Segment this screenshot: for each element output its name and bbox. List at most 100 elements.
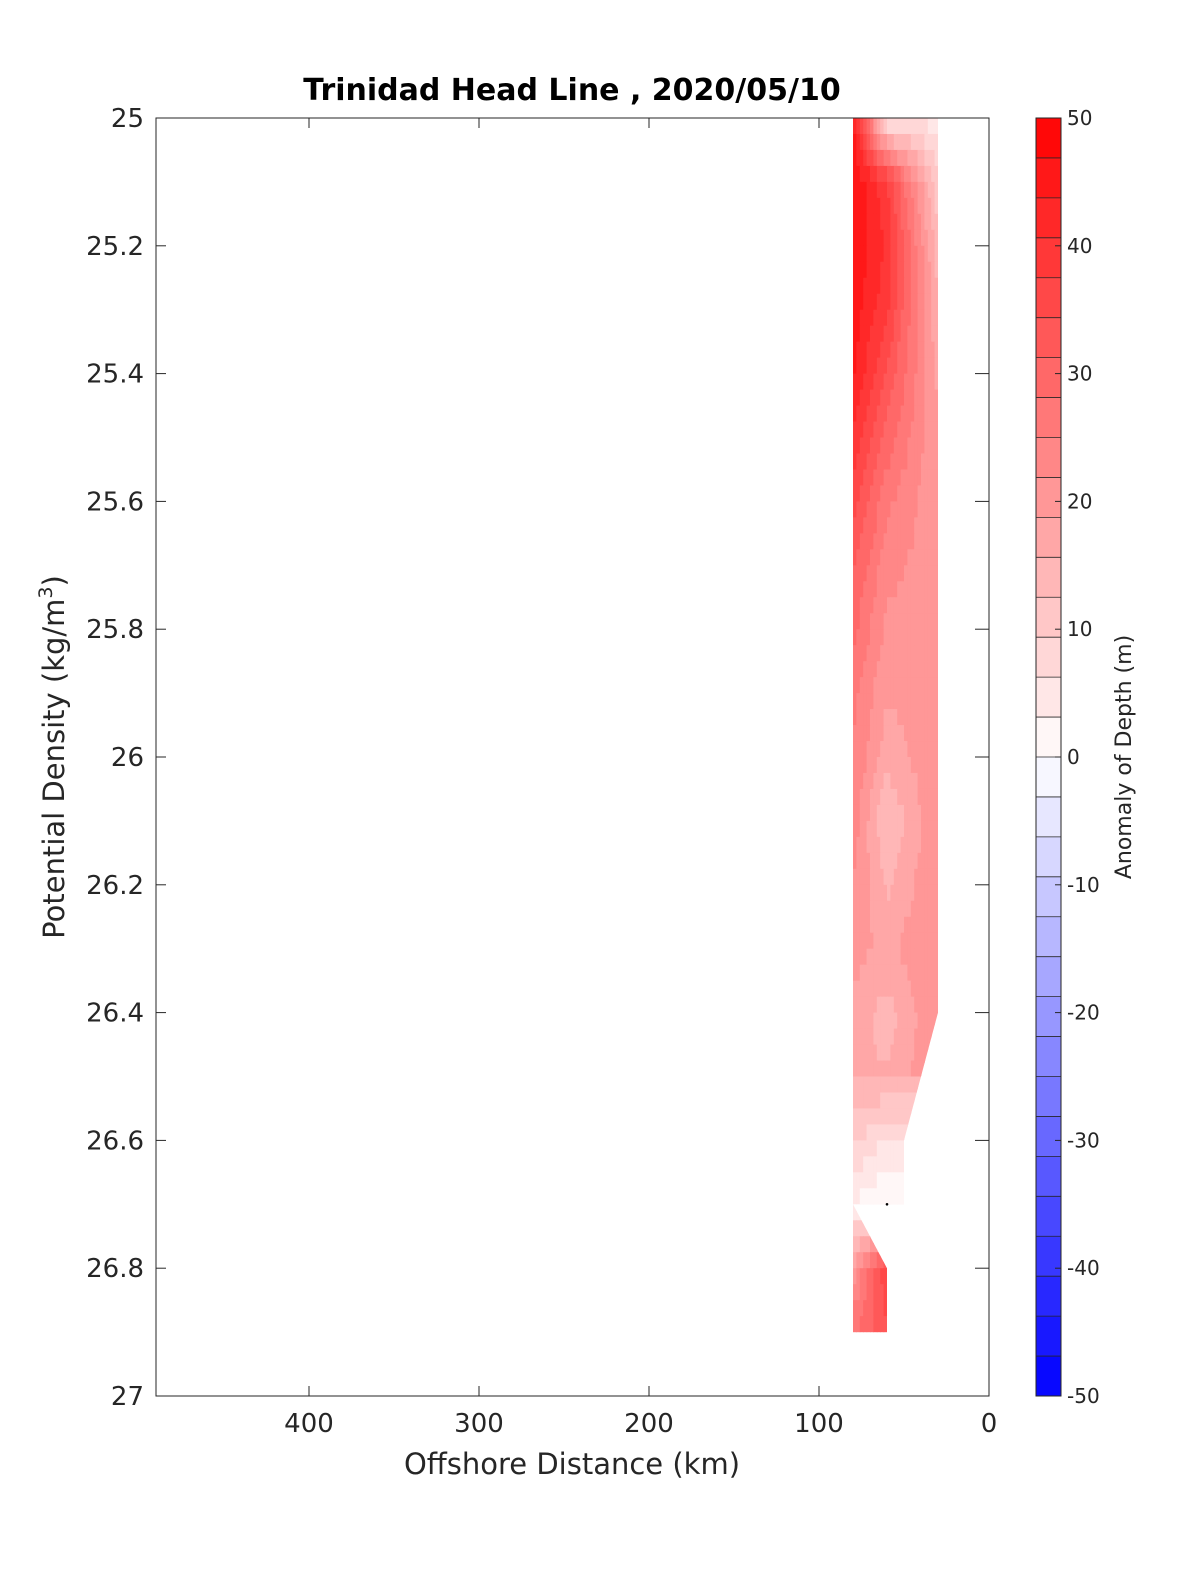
anomaly-cell — [934, 341, 938, 359]
anomaly-cell — [907, 964, 912, 982]
anomaly-cell — [914, 725, 919, 742]
anomaly-cell — [870, 741, 874, 758]
anomaly-cell — [853, 645, 857, 662]
anomaly-cell — [927, 181, 932, 199]
anomaly-cell — [934, 852, 938, 870]
anomaly-cell — [873, 118, 878, 135]
anomaly-cell — [893, 1220, 898, 1237]
anomaly-cell — [853, 1108, 857, 1126]
anomaly-cell — [927, 517, 932, 534]
anomaly-cell — [866, 1204, 871, 1221]
anomaly-cell — [883, 772, 888, 790]
anomaly-cell — [876, 373, 881, 391]
anomaly-cell — [887, 261, 891, 279]
anomaly-cell — [883, 613, 888, 630]
anomaly-cell — [931, 277, 936, 295]
anomaly-cell — [927, 964, 932, 982]
anomaly-cell — [921, 1204, 925, 1221]
anomaly-cell — [863, 565, 868, 582]
anomaly-cell — [873, 1140, 878, 1157]
anomaly-cell — [853, 772, 857, 790]
anomaly-cell — [890, 820, 895, 838]
anomaly-cell — [910, 1108, 915, 1126]
anomaly-cell — [887, 1188, 891, 1205]
anomaly-cell — [893, 133, 898, 151]
anomaly-cell — [910, 485, 915, 502]
anomaly-cell — [917, 373, 922, 391]
anomaly-cell — [897, 932, 902, 950]
anomaly-cell — [863, 501, 868, 518]
x-axis-label: Offshore Distance (km) — [404, 1447, 740, 1481]
anomaly-cell — [873, 996, 878, 1014]
anomaly-cell — [880, 741, 885, 758]
anomaly-cell — [927, 1060, 932, 1078]
anomaly-cell — [897, 1316, 902, 1333]
anomaly-cell — [893, 1140, 898, 1157]
anomaly-cell — [904, 661, 908, 678]
anomaly-cell — [863, 325, 868, 343]
anomaly-cell — [907, 149, 912, 167]
anomaly-cell — [880, 405, 885, 423]
anomaly-cell — [907, 836, 912, 854]
anomaly-cell — [910, 197, 915, 215]
anomaly-cell — [914, 1156, 919, 1173]
anomaly-cell — [921, 772, 925, 790]
colorbar-level — [1036, 1036, 1061, 1077]
anomaly-cell — [924, 485, 929, 502]
anomaly-cell — [880, 725, 885, 742]
anomaly-cell — [897, 1044, 902, 1062]
colorbar-level — [1036, 677, 1061, 718]
anomaly-cell — [921, 597, 925, 614]
anomaly-cell — [917, 1268, 922, 1285]
anomaly-cell — [873, 820, 878, 838]
anomaly-cell — [910, 341, 915, 359]
anomaly-cell — [924, 1300, 929, 1317]
anomaly-cell — [863, 661, 868, 678]
anomaly-cell — [931, 645, 936, 662]
anomaly-cell — [859, 1204, 864, 1221]
anomaly-cell — [853, 980, 857, 998]
anomaly-cell — [917, 1220, 922, 1237]
anomaly-cell — [917, 948, 922, 966]
anomaly-cell — [921, 181, 925, 199]
anomaly-cell — [897, 309, 902, 327]
anomaly-cell — [883, 389, 888, 407]
anomaly-cell — [876, 149, 881, 167]
anomaly-cell — [856, 1156, 861, 1173]
anomaly-cell — [870, 533, 874, 550]
anomaly-cell — [910, 661, 915, 678]
anomaly-cell — [890, 357, 895, 375]
anomaly-cell — [907, 884, 912, 902]
anomaly-cell — [863, 868, 868, 886]
anomaly-cell — [924, 341, 929, 359]
anomaly-cell — [873, 261, 878, 279]
anomaly-cell — [897, 357, 902, 375]
anomaly-cell — [900, 118, 905, 135]
anomaly-cell — [904, 405, 908, 423]
anomaly-cell — [931, 1300, 936, 1317]
anomaly-cell — [853, 741, 857, 758]
anomaly-cell — [887, 389, 891, 407]
anomaly-cell — [900, 277, 905, 295]
anomaly-cell — [917, 677, 922, 694]
anomaly-cell — [890, 501, 895, 518]
anomaly-cell — [900, 757, 905, 774]
anomaly-cell — [859, 373, 864, 391]
anomaly-cell — [870, 245, 874, 263]
anomaly-cell — [910, 213, 915, 231]
anomaly-cell — [931, 1236, 936, 1253]
anomaly-cell — [863, 1188, 868, 1205]
anomaly-cell — [887, 1300, 891, 1317]
anomaly-cell — [917, 1284, 922, 1301]
anomaly-cell — [931, 772, 936, 790]
anomaly-cell — [910, 613, 915, 630]
anomaly-cell — [917, 501, 922, 518]
anomaly-cell — [907, 868, 912, 886]
anomaly-cell — [876, 485, 881, 502]
y-tick-label: 26 — [111, 743, 144, 773]
anomaly-cell — [934, 1108, 938, 1126]
anomaly-cell — [897, 980, 902, 998]
anomaly-cell — [893, 1012, 898, 1030]
anomaly-cell — [917, 645, 922, 662]
anomaly-cell — [880, 1012, 885, 1030]
